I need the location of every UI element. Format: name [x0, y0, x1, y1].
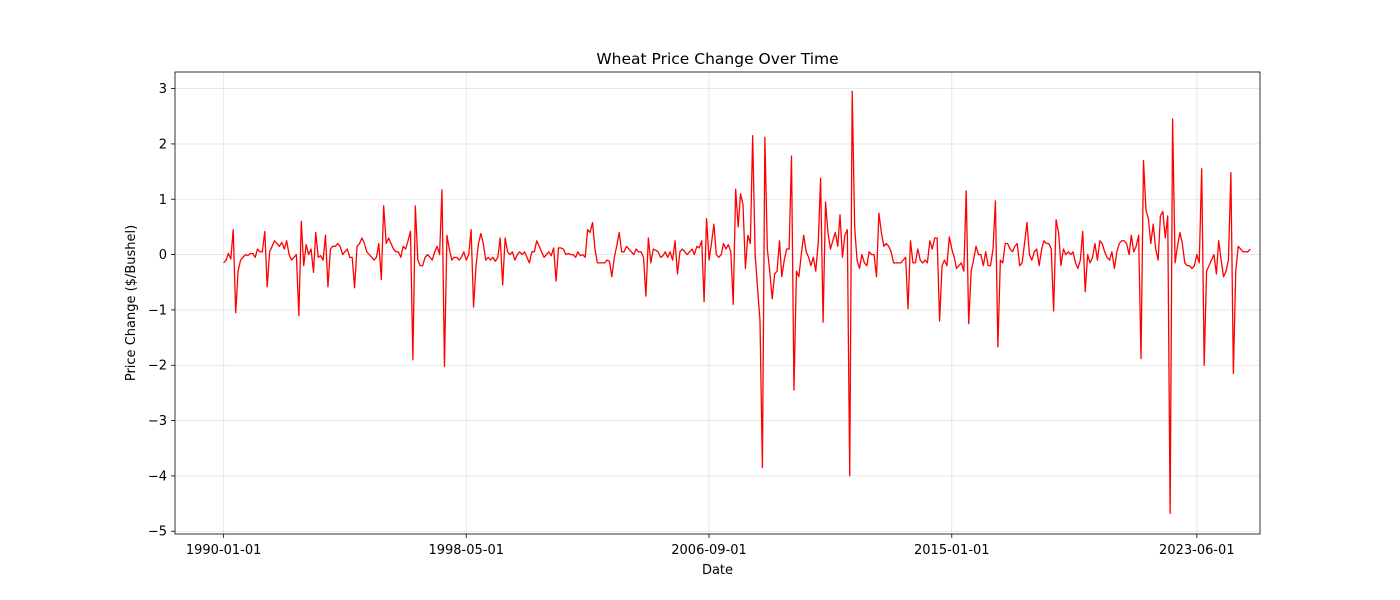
y-tick-label: 2: [159, 137, 167, 152]
y-tick-label: −5: [148, 525, 167, 540]
plot-frame: [174, 71, 1261, 535]
y-tick-label: 0: [159, 248, 167, 263]
chart-title: Wheat Price Change Over Time: [596, 50, 838, 68]
y-tick-label: −3: [148, 414, 167, 429]
plot-background: [175, 72, 1260, 534]
y-tick-label: −4: [148, 469, 167, 484]
y-tick-label: 1: [159, 193, 167, 208]
x-tick-label: 2023-06-01: [1159, 543, 1235, 558]
y-tick-label: −1: [148, 303, 167, 318]
x-tick-label: 1990-01-01: [186, 543, 262, 558]
y-tick-label: −2: [148, 359, 167, 374]
x-axis-label: Date: [702, 563, 733, 578]
x-axis: 1990-01-01 1998-05-01 2006-09-01 2015-01-01…: [186, 534, 1235, 558]
x-tick-label: 2015-01-01: [914, 543, 990, 558]
x-tick-label: 1998-05-01: [428, 543, 504, 558]
x-tick-label: 2006-09-01: [671, 543, 747, 558]
y-axis-label: Price Change ($/Bushel): [124, 225, 139, 381]
y-tick-label: 3: [159, 82, 167, 97]
series-line: [223, 90, 1251, 515]
y-axis: −5 −4 −3 −2 −1 0 1 2 3: [148, 82, 175, 540]
grid: [175, 72, 1260, 534]
